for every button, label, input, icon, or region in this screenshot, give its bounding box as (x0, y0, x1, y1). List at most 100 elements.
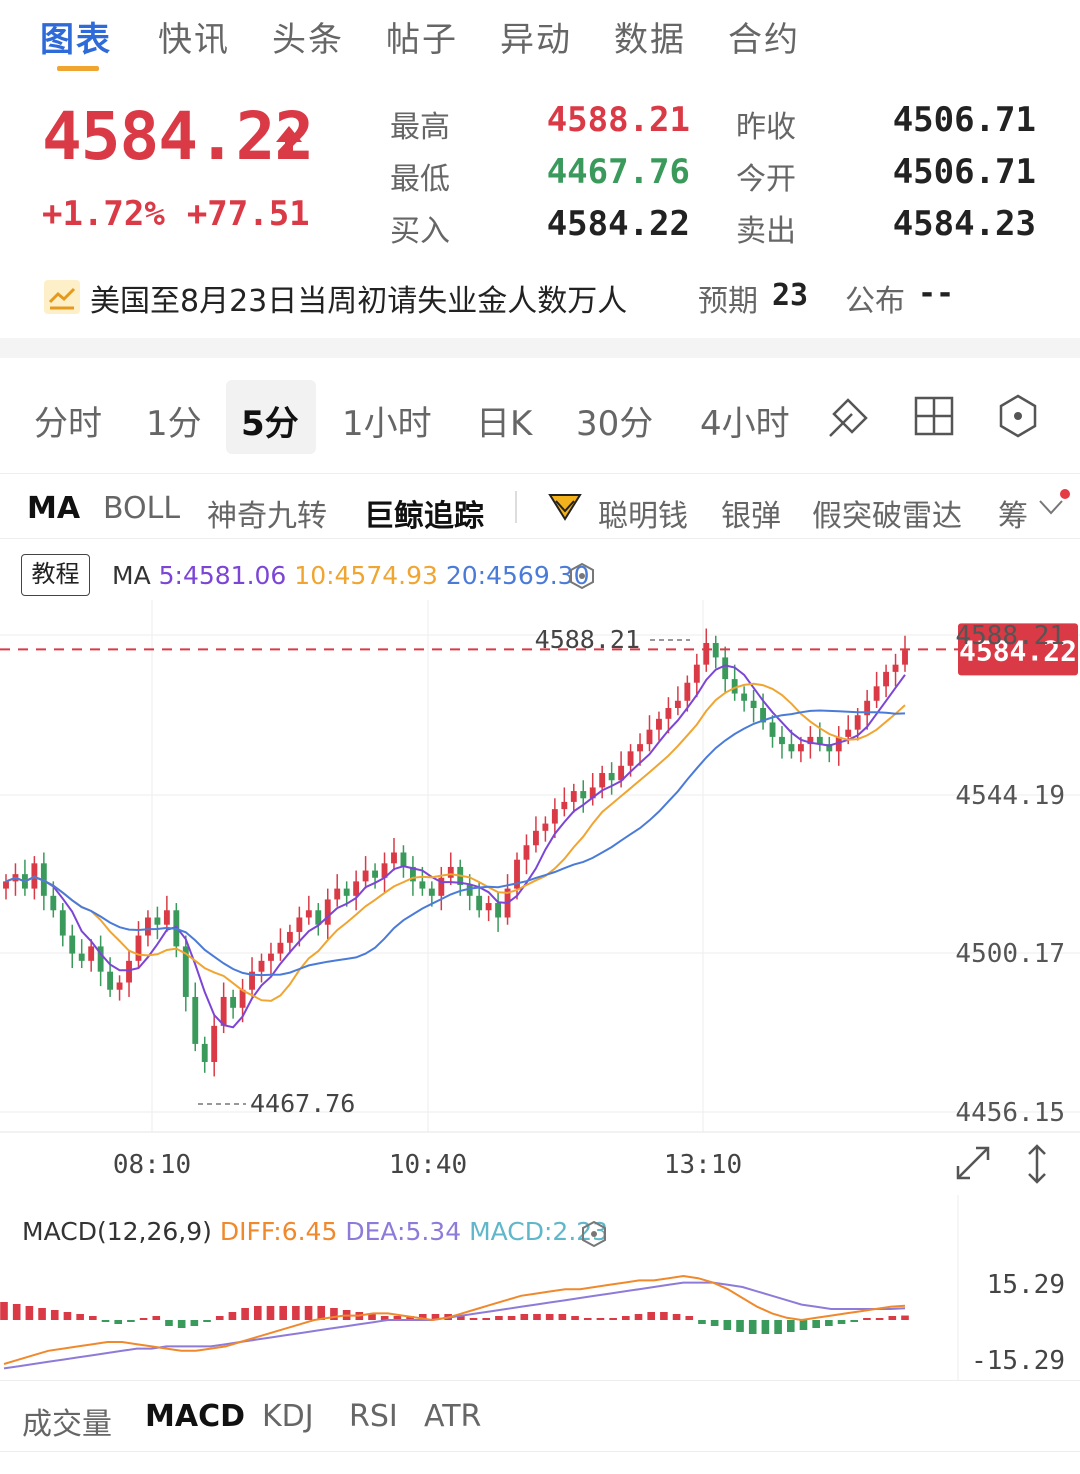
macd-dea-line (3, 1281, 906, 1370)
candle-body (608, 773, 615, 781)
macd-histogram-bar (215, 1316, 224, 1320)
subtab-kdj[interactable]: KDJ (262, 1399, 314, 1434)
indicator-ma[interactable]: MA (27, 491, 81, 526)
tab-data[interactable]: 数据 (614, 20, 686, 60)
active-period-highlight (226, 380, 316, 454)
candle-body (353, 881, 360, 896)
candle-body (760, 707, 766, 723)
candle-body (126, 960, 132, 983)
candle-body (854, 715, 861, 730)
sub-indicator-tabs: 成交量 MACD KDJ RSI ATR (0, 1380, 1080, 1452)
macd-histogram-bar (495, 1316, 503, 1320)
fullscreen-icon[interactable] (952, 1142, 994, 1184)
settings-hex-icon[interactable] (994, 392, 1042, 440)
macd-histogram-bar (12, 1304, 21, 1320)
candle-body (59, 910, 66, 936)
macd-histogram-bar (520, 1314, 529, 1320)
period-4hour[interactable]: 4小时 (700, 404, 790, 444)
tab-contract[interactable]: 合约 (728, 20, 800, 60)
macd-histogram-bar (63, 1312, 72, 1320)
period-1min[interactable]: 1分 (146, 404, 202, 444)
macd-histogram-bar (393, 1316, 402, 1320)
layout-grid-icon[interactable] (910, 392, 958, 440)
subtab-volume[interactable]: 成交量 (22, 1407, 112, 1442)
indicator-boll[interactable]: BOLL (103, 491, 181, 526)
tab-posts[interactable]: 帖子 (386, 20, 458, 60)
indicator-whale-tracking[interactable]: 巨鲸追踪 (364, 499, 484, 534)
diamond-icon (548, 494, 582, 521)
macd-histogram-bar (672, 1314, 681, 1320)
candle-body (779, 736, 785, 745)
period-5min[interactable]: 5分 (241, 404, 299, 444)
macd-histogram-bar (431, 1314, 440, 1320)
chevron-down-icon[interactable] (1036, 493, 1066, 521)
tab-headlines[interactable]: 头条 (272, 20, 344, 60)
candle-body (570, 791, 577, 802)
macd-settings-icon[interactable] (580, 1220, 608, 1248)
macd-histogram-bar (101, 1320, 110, 1322)
candle-body (476, 895, 483, 911)
candle-body (674, 700, 681, 708)
macd-histogram-bar (710, 1320, 719, 1326)
macd-histogram-bar (825, 1320, 833, 1326)
indicator-chip[interactable]: 筹 (998, 499, 1028, 534)
published-label: 公布 (845, 284, 905, 319)
candle-body (892, 664, 899, 672)
macd-chart[interactable]: 15.29 -15.29 (0, 1195, 1080, 1380)
macd-histogram-bar (228, 1312, 237, 1320)
macd-histogram-bar (761, 1320, 770, 1334)
subtab-macd[interactable]: MACD (145, 1399, 245, 1434)
period-selector: 分时 1分 5分 1小时 日K 30分 4小时 (0, 358, 1080, 474)
candle-body (400, 852, 407, 867)
candle-body (599, 773, 606, 788)
period-1hour[interactable]: 1小时 (342, 404, 432, 444)
candle-body (788, 744, 795, 752)
candle-body (883, 671, 890, 687)
indicator-silver-bullet[interactable]: 银弹 (721, 499, 781, 534)
tab-movements[interactable]: 异动 (500, 20, 572, 60)
tab-chart[interactable]: 图表 (40, 20, 112, 60)
indicator-fake-breakout-radar[interactable]: 假突破雷达 (812, 499, 962, 534)
y-axis-tick-label: 4588.21 (955, 621, 1065, 651)
period-daily[interactable]: 日K (476, 404, 533, 444)
subtab-rsi[interactable]: RSI (349, 1399, 398, 1434)
ma-legend: MA 5:4581.06 10:4574.93 20:4569.30 (112, 561, 590, 590)
indicator-nine-turn[interactable]: 神奇九转 (207, 499, 327, 534)
candlestick-chart[interactable]: 4584.224588.214544.194500.174456.1508:10… (0, 600, 1080, 1195)
candle-body (873, 686, 880, 701)
macd-histogram-bar (177, 1320, 186, 1328)
candle-body (551, 809, 558, 824)
macd-histogram-bar (190, 1320, 199, 1326)
candle-body (693, 664, 700, 683)
candle-body (258, 960, 265, 972)
y-axis-tick-label: 4544.19 (955, 781, 1065, 811)
candle-body (163, 910, 170, 925)
subtab-atr[interactable]: ATR (424, 1399, 482, 1434)
vertical-scale-icon[interactable] (1022, 1142, 1052, 1186)
candle-body (40, 863, 47, 896)
period-timeshare[interactable]: 分时 (34, 404, 102, 444)
macd-histogram-bar (723, 1320, 732, 1330)
macd-histogram-bar (850, 1320, 859, 1322)
candle-body (154, 917, 161, 925)
active-tab-indicator (57, 66, 99, 71)
macd-histogram-bar (127, 1320, 135, 1322)
indicator-smart-money[interactable]: 聪明钱 (598, 499, 688, 534)
ma-settings-icon[interactable] (568, 562, 596, 590)
tab-flash-news[interactable]: 快讯 (158, 20, 230, 60)
x-axis-tick-label: 10:40 (389, 1150, 467, 1180)
macd-histogram-bar (25, 1306, 34, 1320)
candle-body (864, 700, 871, 716)
draw-tool-icon[interactable] (826, 392, 874, 440)
tutorial-button[interactable]: 教程 (21, 554, 90, 596)
candle-body (88, 946, 95, 961)
candle-body (145, 917, 151, 936)
macd-histogram-bar (418, 1314, 427, 1320)
macd-histogram-bar (685, 1316, 694, 1320)
economic-event-row[interactable]: 美国至8月23日当周初请失业金人数万人 预期 23 公布 -- (0, 270, 1080, 326)
period-30min[interactable]: 30分 (576, 404, 654, 444)
macd-histogram-bar (89, 1316, 97, 1320)
ma20-line (5, 709, 906, 977)
top-tab-bar: 图表 快讯 头条 帖子 异动 数据 合约 (0, 0, 1080, 80)
macd-histogram-bar (139, 1318, 148, 1320)
